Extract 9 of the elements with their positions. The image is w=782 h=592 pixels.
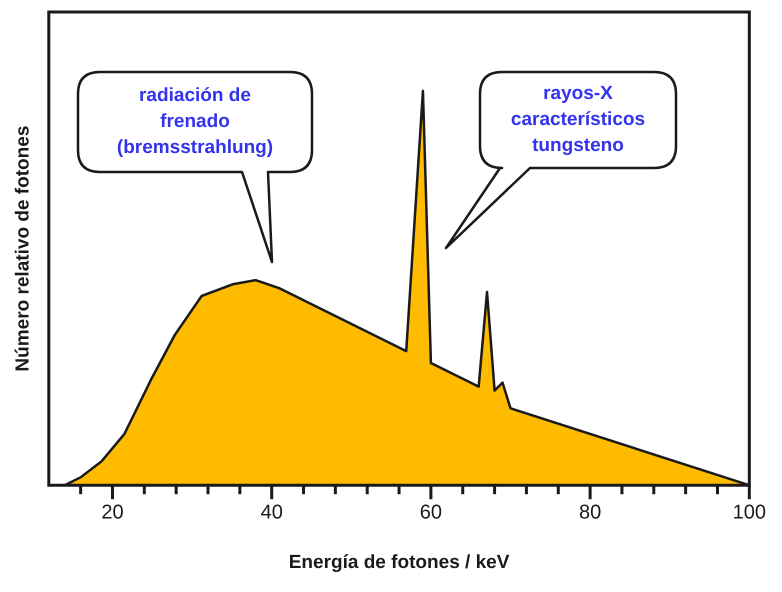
annotation: rayos-X característicos tungsteno [510, 82, 646, 158]
x-tick-label: 40 [260, 502, 283, 524]
x-tick-label: 80 [578, 502, 602, 524]
x-tick-label: 60 [420, 502, 442, 524]
y-axis-title: Número relativo de fotones [12, 126, 34, 372]
x-tick-label: 100 [732, 502, 766, 524]
x-tick-label: 20 [101, 502, 124, 524]
annotation: radiación de frenado (bremsstrahlung) [116, 84, 274, 160]
x-axis-title: Energía de fotones / keV [288, 552, 510, 573]
